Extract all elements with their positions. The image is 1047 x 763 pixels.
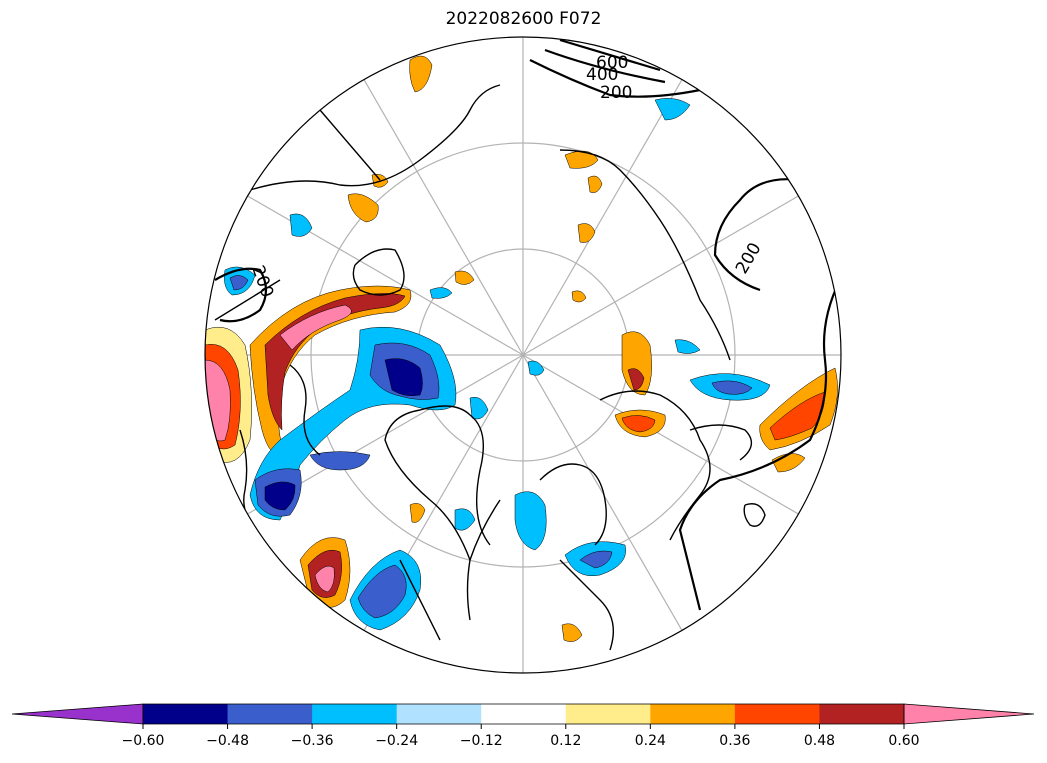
negative-anomaly-region	[469, 397, 489, 420]
meridian-line	[522, 79, 683, 356]
negative-anomaly-region	[384, 358, 423, 397]
coastlines	[214, 84, 766, 651]
negative-anomaly-region	[309, 451, 371, 471]
negative-anomaly-region	[527, 360, 545, 376]
height-contour	[678, 279, 841, 611]
positive-anomaly-region	[621, 331, 652, 396]
positive-anomaly-region	[561, 623, 583, 642]
negative-anomaly-region	[264, 481, 296, 511]
contour-label-600: 600	[596, 53, 628, 73]
colorbar-tick-label: −0.48	[206, 733, 249, 749]
negative-anomaly-region	[454, 508, 476, 531]
country-border	[214, 279, 281, 321]
colorbar-segment	[734, 704, 820, 724]
height-contours	[214, 38, 841, 611]
meridian-line	[522, 354, 683, 631]
height-contour	[214, 267, 268, 323]
coastline	[559, 149, 731, 361]
coastline	[539, 463, 607, 546]
anomaly-shading	[205, 55, 838, 642]
coastline	[689, 424, 753, 461]
contour-label-200-east: 200	[732, 239, 766, 277]
colorbar-segments	[11, 703, 1035, 725]
map-title: 2022082600 F072	[445, 9, 602, 29]
positive-anomaly-region	[587, 175, 603, 193]
polar-map: 600 400 200 200 200	[204, 36, 842, 674]
meridian-line	[522, 354, 799, 515]
colorbar-tick-label: −0.24	[375, 733, 418, 749]
positive-anomaly-region	[771, 453, 806, 473]
meridians	[205, 37, 841, 673]
negative-anomaly-region	[229, 275, 249, 291]
contour-label-group: 600 400 200 200 200	[247, 53, 765, 300]
colorbar-extend-max	[903, 703, 1035, 725]
colorbar-segment	[396, 704, 482, 724]
negative-anomaly-region	[674, 339, 701, 354]
colorbar-tick-label: 0.24	[635, 733, 666, 749]
colorbar-tick-label: −0.36	[291, 733, 334, 749]
colorbar-extend-min	[11, 703, 144, 725]
map-boundary	[204, 36, 842, 674]
colorbar-segment	[565, 704, 651, 724]
positive-anomaly-region	[621, 415, 656, 433]
positive-anomaly-region	[577, 223, 596, 243]
colorbar-tick-label: −0.60	[122, 733, 165, 749]
map-content	[205, 37, 841, 673]
positive-anomaly-region	[279, 304, 352, 351]
colorbar-tick-label: −0.12	[460, 733, 503, 749]
colorbar-ticks: −0.60 −0.48 −0.36 −0.24 −0.12 0.12 0.24 0.36 0.4…	[122, 724, 920, 749]
coastline	[384, 405, 491, 561]
colorbar-tick-label: 0.60	[888, 733, 919, 749]
negative-anomaly-region	[711, 380, 753, 395]
negative-anomaly-region	[289, 213, 313, 237]
height-contour	[529, 59, 701, 98]
meridian-line	[522, 195, 799, 356]
colorbar-tick-label: 0.12	[550, 733, 581, 749]
meridian-line	[363, 79, 524, 356]
colorbar-tick-label: 0.36	[719, 733, 750, 749]
colorbar-segment	[481, 704, 567, 724]
colorbar-segment	[143, 704, 229, 724]
negative-anomaly-region	[654, 98, 691, 121]
coastline	[559, 559, 614, 651]
colorbar-segment	[312, 704, 398, 724]
contour-label-200-west: 200	[247, 263, 277, 300]
coastline	[743, 503, 766, 527]
country-border	[319, 109, 381, 181]
colorbar-tick-label: 0.48	[804, 733, 835, 749]
negative-anomaly-region	[514, 491, 547, 551]
colorbar-segment	[819, 704, 905, 724]
coastline	[249, 84, 501, 191]
colorbar-segment	[227, 704, 313, 724]
colorbar: −0.60 −0.48 −0.36 −0.24 −0.12 0.12 0.24 0.36 0.4…	[11, 703, 1035, 749]
contour-label-200: 200	[600, 83, 632, 103]
negative-anomaly-region	[579, 550, 613, 569]
positive-anomaly-region	[454, 270, 475, 285]
coastline	[466, 499, 501, 621]
coastline	[352, 248, 405, 296]
height-contour	[559, 38, 661, 72]
country-border	[399, 559, 441, 641]
height-contour	[713, 178, 801, 292]
colorbar-segment	[650, 704, 736, 724]
height-contour	[544, 48, 666, 84]
positive-anomaly-region	[347, 193, 379, 223]
positive-anomaly-region	[571, 290, 587, 303]
positive-anomaly-region	[627, 368, 645, 391]
negative-anomaly-region	[429, 287, 453, 299]
positive-anomaly-region	[409, 55, 433, 93]
contour-label-400: 400	[586, 65, 618, 85]
positive-anomaly-region	[314, 565, 335, 593]
negative-anomaly-region	[357, 564, 407, 619]
positive-anomaly-region	[409, 503, 426, 523]
coastline	[289, 364, 321, 456]
positive-anomaly-region	[564, 150, 599, 169]
